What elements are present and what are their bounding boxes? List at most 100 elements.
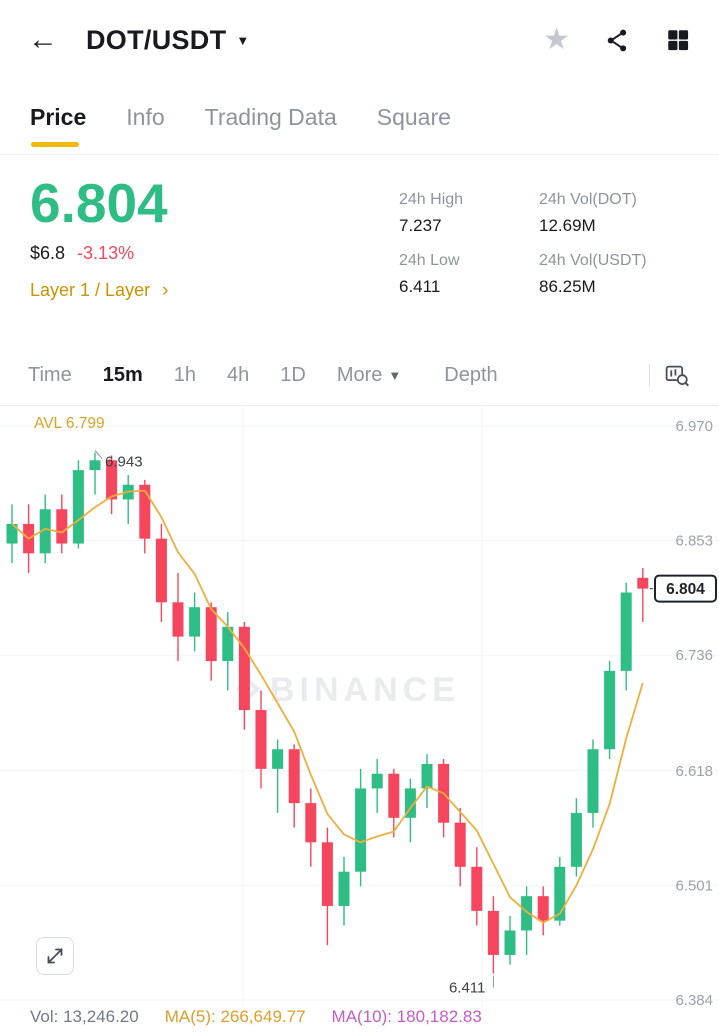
stat-value: 7.237 <box>399 216 442 235</box>
avl-label: AVL 6.799 <box>34 415 105 432</box>
header-actions: ★ <box>543 25 691 55</box>
candle <box>521 896 533 931</box>
share-icon[interactable] <box>604 27 631 54</box>
candle <box>6 523 18 544</box>
stat-24h-high: 24h High 7.237 <box>399 191 507 236</box>
category-tag-link[interactable]: Layer 1 / Layer › <box>30 280 399 302</box>
candle <box>471 866 483 911</box>
chart-settings-icon[interactable] <box>664 362 691 389</box>
candle <box>89 460 101 471</box>
candle <box>222 626 234 662</box>
grid-menu-icon[interactable] <box>665 27 691 53</box>
tf-1h[interactable]: 1h <box>173 363 196 386</box>
price-block: 6.804 $6.8 -3.13% Layer 1 / Layer › <box>30 172 399 345</box>
stat-24h-vol-dot: 24h Vol(DOT) 12.69M <box>539 191 689 236</box>
tab-square[interactable]: Square <box>376 103 451 130</box>
ticker-section: 6.804 $6.8 -3.13% Layer 1 / Layer › 24h … <box>0 155 719 345</box>
high-annotation: 6.943 <box>105 453 143 470</box>
candle <box>288 749 300 804</box>
y-axis-label: 6.736 <box>675 647 713 664</box>
candle <box>487 910 499 955</box>
volume-readout: Vol: 13,246.20 <box>30 1007 139 1026</box>
chevron-right-icon: › <box>162 279 169 301</box>
y-axis-label: 6.501 <box>675 877 713 894</box>
candle <box>355 788 367 872</box>
candle <box>272 749 284 769</box>
candle <box>371 773 383 789</box>
candle <box>72 470 84 544</box>
tf-more-dropdown[interactable]: More ▼ <box>337 364 401 387</box>
top-tabs: Price Info Trading Data Square <box>0 80 719 155</box>
stat-label: 24h Vol(USDT) <box>539 252 647 269</box>
price-chart[interactable]: BINANCE 6.943 6.411 6.970 6.853 6.736 6.618 6.5… <box>0 406 719 1006</box>
y-axis-label: 6.384 <box>675 992 713 1006</box>
favorite-star-icon[interactable]: ★ <box>543 23 570 56</box>
tf-15m[interactable]: 15m <box>102 363 143 386</box>
candle <box>554 866 566 921</box>
candle <box>388 773 400 818</box>
candle <box>587 749 599 813</box>
candle <box>537 896 549 921</box>
candle <box>155 538 167 603</box>
tab-trading-data[interactable]: Trading Data <box>204 103 337 130</box>
chevron-down-icon: ▼ <box>236 32 250 48</box>
stat-label: 24h Vol(DOT) <box>539 191 637 208</box>
change-24h: -3.13% <box>77 242 135 263</box>
candle <box>620 592 632 671</box>
tf-4h[interactable]: 4h <box>226 363 250 386</box>
stat-label: 24h High <box>399 191 464 208</box>
last-price-tag-box <box>654 574 717 603</box>
tf-depth[interactable]: Depth <box>444 363 498 386</box>
stat-value: 12.69M <box>539 216 596 235</box>
candle <box>404 788 416 818</box>
stat-24h-low: 24h Low 6.411 <box>399 252 507 297</box>
tf-1d[interactable]: 1D <box>280 363 306 386</box>
candle <box>39 509 51 554</box>
fullscreen-button[interactable] <box>36 937 74 975</box>
ma5-line <box>11 489 644 924</box>
category-tag-label: Layer 1 / Layer <box>30 280 151 301</box>
svg-text:BINANCE: BINANCE <box>270 671 460 709</box>
candle <box>504 930 516 955</box>
candle <box>172 602 184 637</box>
candle <box>189 607 201 637</box>
y-axis-label: 6.618 <box>675 763 713 780</box>
y-axis-label: 6.970 <box>675 418 713 435</box>
pair-title: DOT/USDT <box>86 24 227 55</box>
candle <box>321 842 333 906</box>
back-button[interactable]: ← <box>28 23 58 56</box>
timeframe-bar: Time 15m 1h 4h 1D More ▼ Depth <box>0 345 719 405</box>
pair-selector[interactable]: DOT/USDT ▼ <box>86 25 249 56</box>
candle <box>139 484 151 539</box>
tf-time[interactable]: Time <box>28 363 72 386</box>
candle <box>604 670 616 750</box>
last-price: 6.804 <box>30 172 168 234</box>
stat-value: 86.25M <box>539 277 596 296</box>
candle <box>454 822 466 867</box>
candle <box>238 626 250 711</box>
candle <box>338 871 350 906</box>
stat-value: 6.411 <box>399 277 441 296</box>
stat-label: 24h Low <box>399 252 460 269</box>
candle <box>56 509 68 544</box>
chart-area: BINANCE 6.943 6.411 6.970 6.853 6.736 6.618 6.5… <box>0 405 719 1006</box>
chart-tools <box>649 362 691 389</box>
tab-price[interactable]: Price <box>30 80 86 154</box>
tab-info[interactable]: Info <box>126 103 165 130</box>
candle <box>637 577 649 589</box>
candle <box>570 812 582 867</box>
fiat-row: $6.8 -3.13% <box>30 243 399 264</box>
fiat-price: $6.8 <box>30 242 66 263</box>
tf-more-label: More <box>336 363 383 386</box>
candle <box>421 763 433 789</box>
stat-24h-vol-usdt: 24h Vol(USDT) 86.25M <box>539 252 689 297</box>
header: ← DOT/USDT ▼ ★ <box>0 0 719 80</box>
candle <box>205 607 217 662</box>
last-price-tag: 6.804 <box>666 581 705 598</box>
stats-grid: 24h High 7.237 24h Vol(DOT) 12.69M 24h L… <box>399 175 689 345</box>
candle <box>255 710 267 769</box>
ma5-readout: MA(5): 266,649.77 <box>164 1007 306 1026</box>
expand-icon <box>47 948 63 964</box>
ma10-readout: MA(10): 180,182.83 <box>331 1007 482 1026</box>
